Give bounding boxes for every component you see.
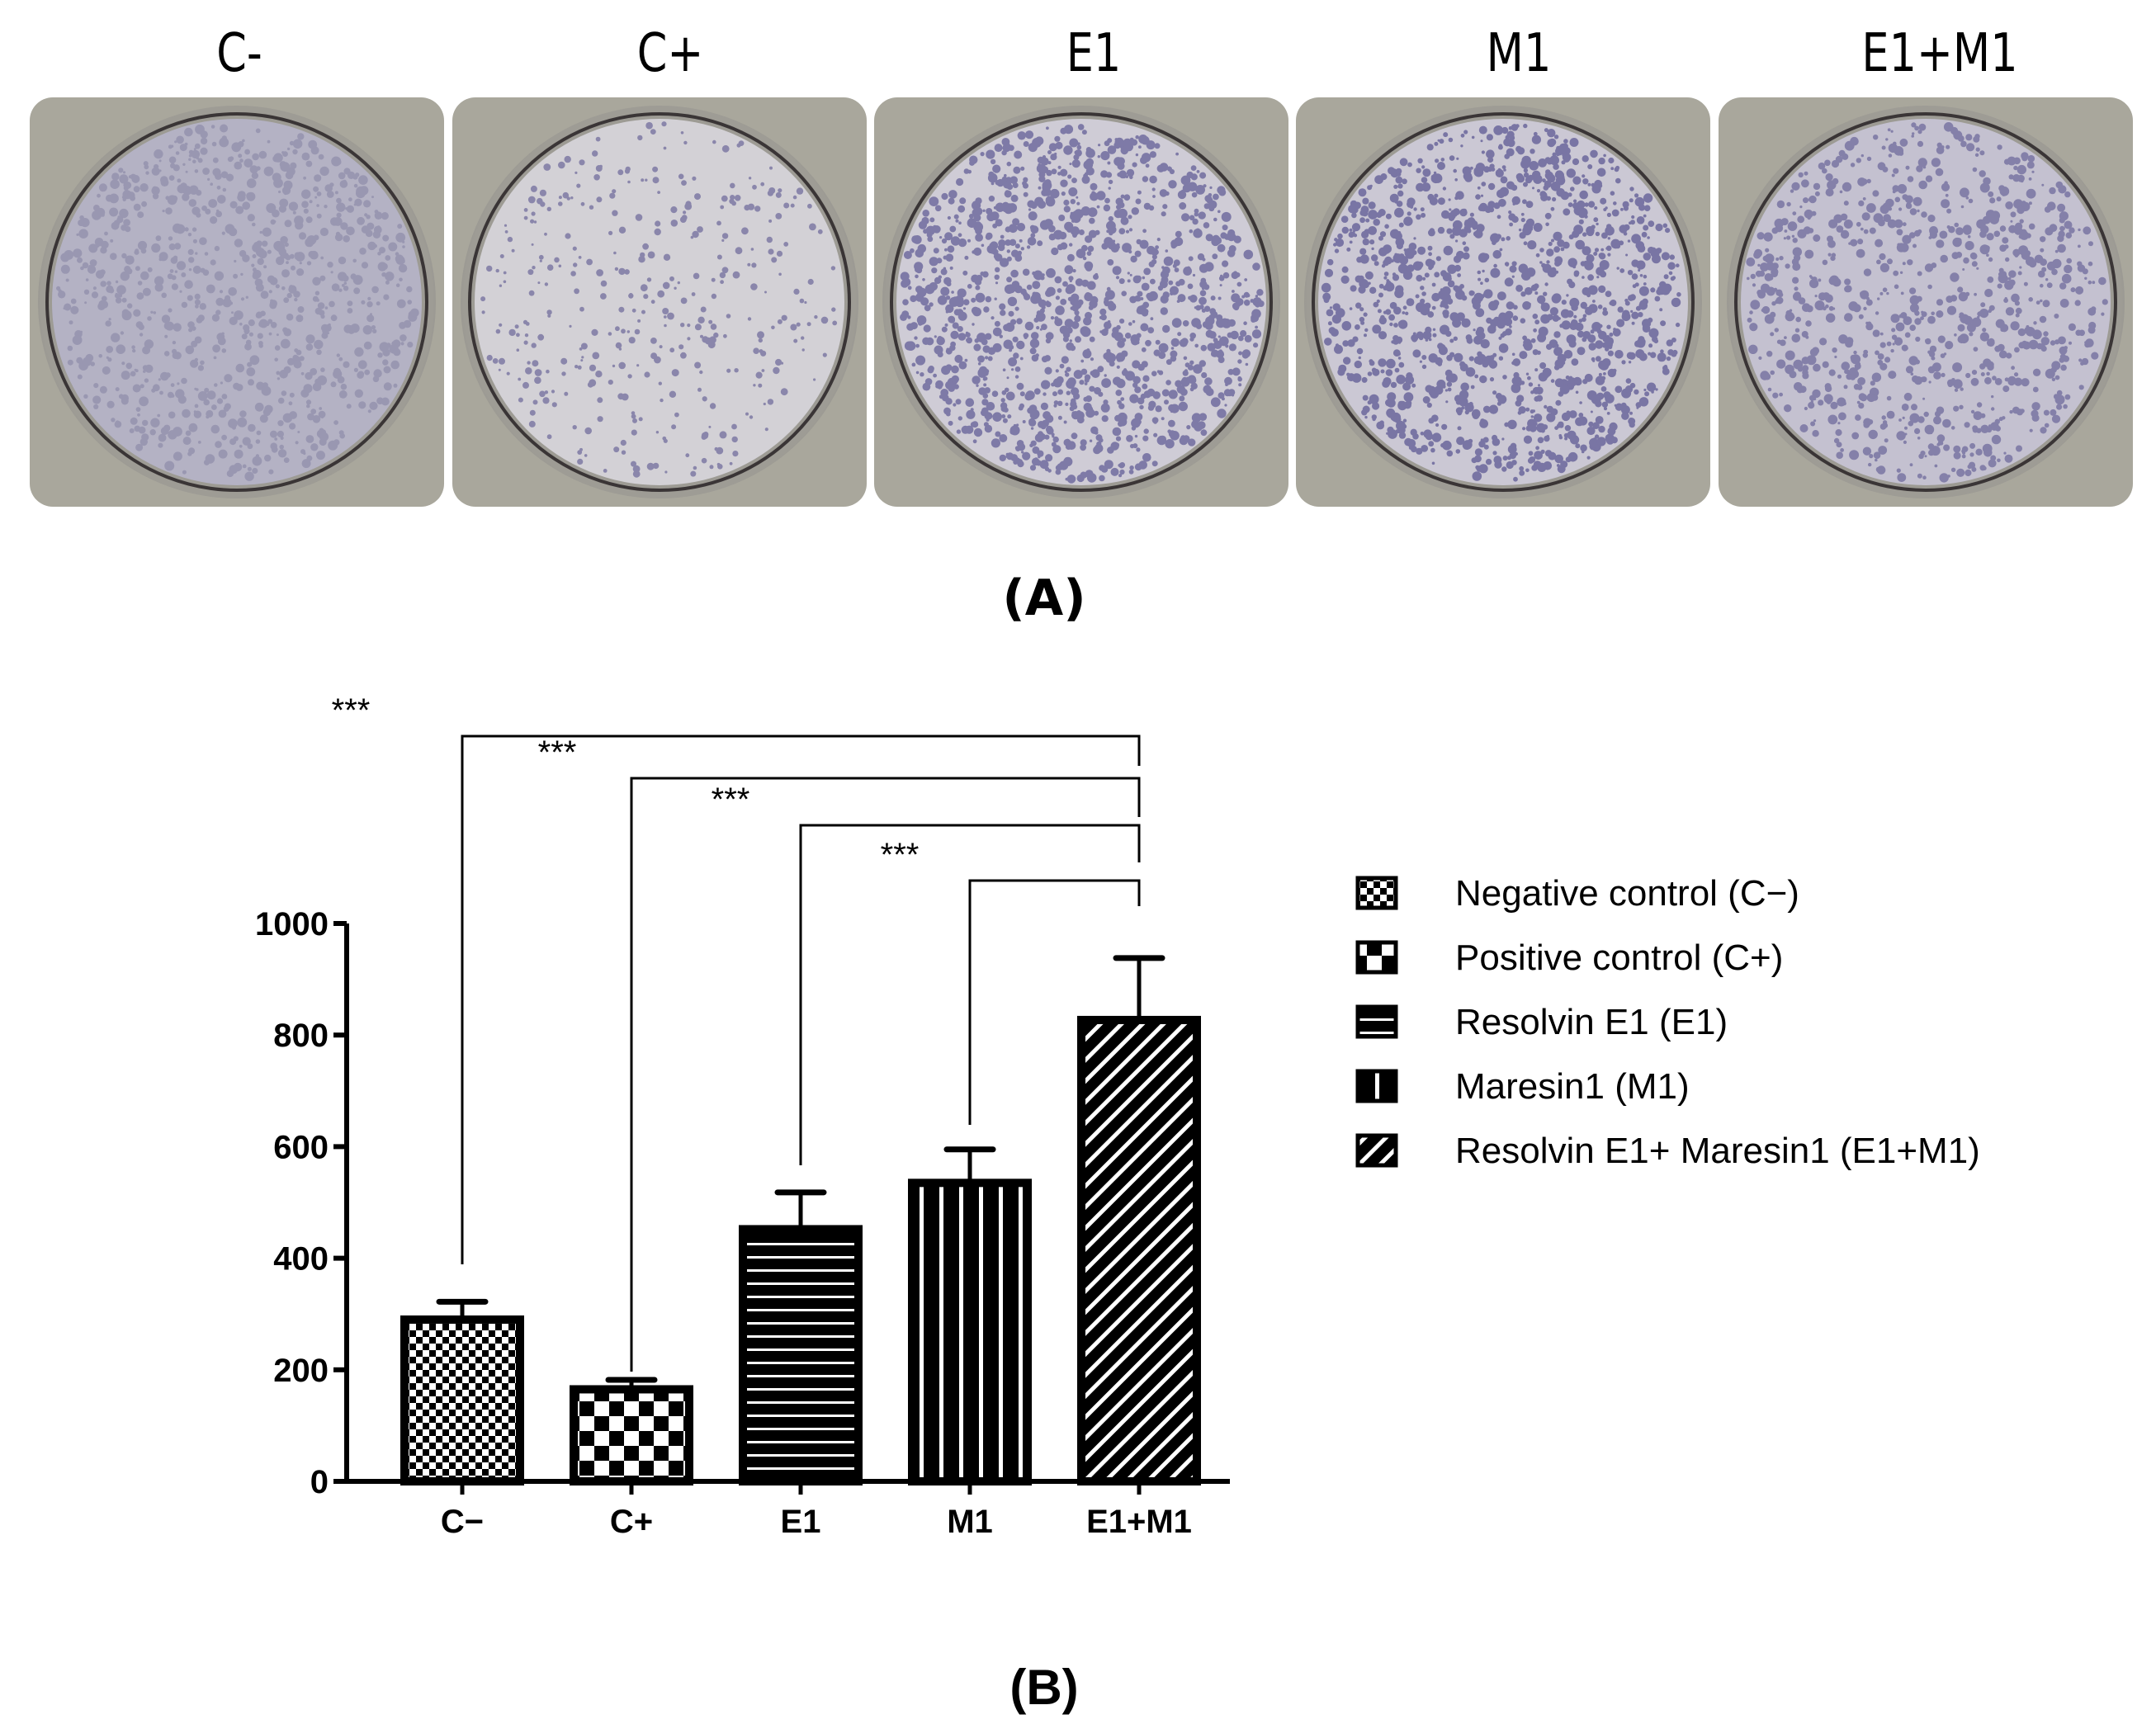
significance-stars: ***	[881, 837, 920, 873]
significance-stars: ***	[332, 692, 371, 729]
legend-swatch-vertical-lines	[1355, 1069, 1398, 1103]
legend-swatch-fine-checker	[1355, 876, 1398, 910]
well-label-c-pos: C+	[636, 23, 704, 84]
x-tick-label: E1	[781, 1504, 821, 1540]
y-tick-label: 800	[273, 1018, 329, 1054]
well-photo-e1-m1	[1719, 97, 2133, 507]
legend-swatch-coarse-checker	[1355, 940, 1398, 975]
y-tick-label: 600	[273, 1129, 329, 1165]
well-photo-m1	[1296, 97, 1710, 507]
legend-label: Negative control (C−)	[1455, 873, 1799, 914]
y-tick-label: 0	[310, 1464, 329, 1500]
well-photo-c-neg	[30, 97, 444, 507]
chart-plot-area: 0 200 400 600 800 1000 C− C+ E1 M1 E1+M1 *** *** *** *…	[255, 692, 1230, 1540]
well-label-e1: E1	[1066, 23, 1122, 84]
well-photo-e1	[874, 97, 1288, 507]
panel-b-bar-chart: 0 200 400 600 800 1000 C− C+ E1 M1 E1+M1 *** *** *** *…	[255, 692, 1980, 1715]
well-label-c-neg: C-	[216, 23, 262, 84]
x-tick-label: M1	[947, 1504, 993, 1540]
x-tick-label: C−	[441, 1504, 484, 1540]
legend-swatch-diagonal-hatch	[1355, 1133, 1398, 1168]
legend-label: Resolvin E1 (E1)	[1455, 1002, 1728, 1042]
y-tick-label: 400	[273, 1241, 329, 1278]
legend-swatch-horizontal-lines	[1355, 1004, 1398, 1039]
well-photo-c-pos	[452, 97, 867, 507]
x-tick-label: C+	[610, 1504, 653, 1540]
x-tick-label: E1+M1	[1086, 1504, 1192, 1540]
panel-a-letter: (A)	[1002, 569, 1086, 627]
bar-C+	[570, 1385, 693, 1486]
legend-label: Resolvin E1+ Maresin1 (E1+M1)	[1455, 1131, 1980, 1171]
panel-b-letter: (B)	[1009, 1660, 1078, 1715]
legend-label: Maresin1 (M1)	[1455, 1066, 1690, 1107]
legend-label: Positive control (C+)	[1455, 938, 1783, 978]
well-label-e1-m1: E1+M1	[1861, 23, 2018, 84]
panel-a-well-photos: C- C+ E1 M1 E1+M1 (A)	[0, 0, 2156, 644]
y-tick-label: 1000	[255, 906, 329, 942]
significance-stars: ***	[712, 782, 750, 818]
bar-C−	[400, 1315, 524, 1486]
chart-legend: Negative control (C−) Positive control (C…	[1355, 873, 1980, 1171]
y-tick-label: 200	[273, 1353, 329, 1389]
bar-E1	[739, 1225, 863, 1485]
bar-M1	[908, 1178, 1032, 1486]
significance-stars: ***	[538, 734, 577, 771]
well-label-m1: M1	[1486, 23, 1552, 84]
bar-E1+M1	[1077, 1015, 1201, 1485]
